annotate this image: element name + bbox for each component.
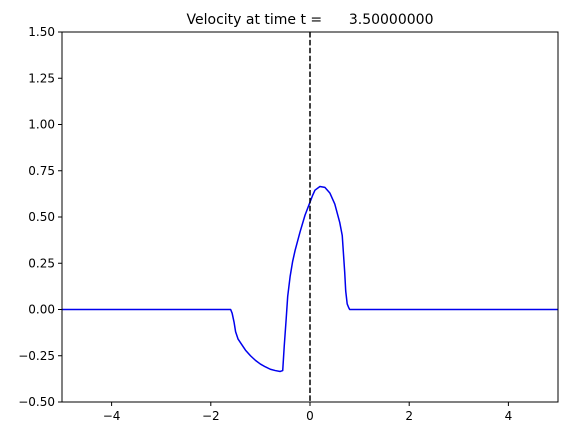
x-tick-label: 2 [405, 409, 413, 423]
y-tick-label: 1.00 [28, 118, 55, 132]
velocity-series-line [62, 185, 558, 373]
chart-title: Velocity at time t = 3.50000000 [187, 12, 434, 28]
x-tick-label: −4 [103, 409, 121, 423]
y-tick-label: 0.00 [28, 303, 55, 317]
y-tick-label: 0.50 [28, 210, 55, 224]
x-tick-label: −2 [202, 409, 220, 423]
x-tick-label: 0 [306, 409, 314, 423]
plot-area [62, 32, 558, 402]
y-tick-label: 0.25 [28, 256, 55, 270]
y-tick-label: 0.75 [28, 164, 55, 178]
y-tick-label: −0.25 [18, 349, 55, 363]
x-tick-label: 4 [505, 409, 513, 423]
x-axis: −4 −2 0 2 4 [103, 402, 512, 423]
y-tick-label: −0.50 [18, 395, 55, 409]
y-tick-label: 1.25 [28, 71, 55, 85]
y-axis: −0.50 −0.25 0.00 0.25 0.50 0.75 1.00 1.25 1.50 [18, 25, 62, 409]
y-tick-label: 1.50 [28, 25, 55, 39]
